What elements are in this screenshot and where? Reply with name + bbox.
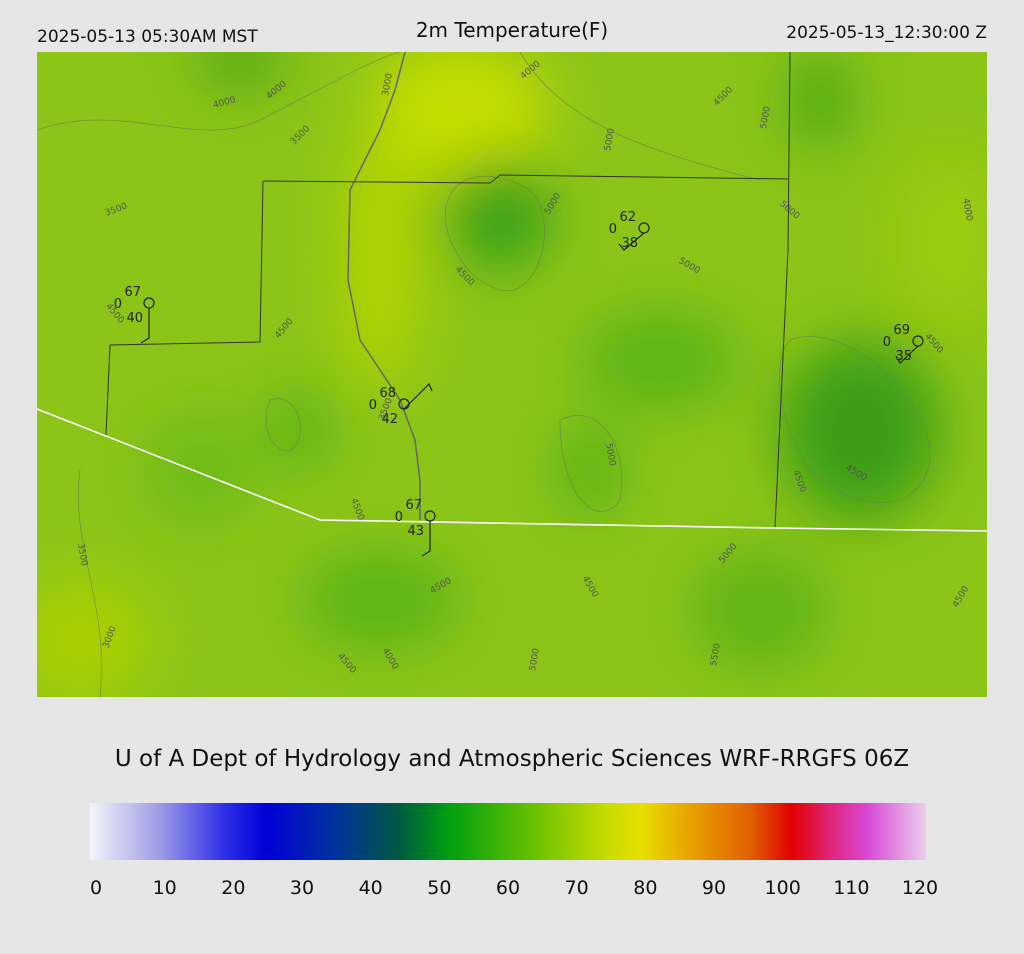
contour-label: 3500 [75, 543, 89, 568]
colorbar-ticks: 0 10 20 30 40 50 60 70 80 90 100 110 120 [90, 877, 938, 899]
colorbar-tick-label: 10 [153, 877, 177, 899]
colorbar-tick-label: 110 [833, 877, 869, 899]
state-border [37, 408, 987, 532]
station-temperature: 68 [379, 386, 396, 401]
colorbar-tick-label: 20 [221, 877, 245, 899]
contour-label: 5000 [603, 127, 617, 152]
wind-barb [140, 308, 150, 344]
station-cloud: 0 [114, 297, 122, 312]
county-lines [105, 52, 791, 529]
contour-label: 5000 [759, 105, 773, 130]
local-time: 2025-05-13 05:30AM MST [37, 27, 258, 47]
wind-barb [895, 345, 919, 364]
station-dewpoint: 40 [126, 311, 143, 326]
colorbar-tick-label: 40 [359, 877, 383, 899]
river [347, 52, 421, 520]
station-temperature: 62 [619, 210, 636, 225]
station-cloud: 0 [395, 510, 403, 525]
contour-label: 4000 [960, 198, 974, 223]
station-cloud: 0 [609, 222, 617, 237]
colorbar [90, 803, 926, 860]
station-dewpoint: 35 [895, 349, 912, 364]
temperature-field [37, 52, 987, 697]
colorbar-tick-label: 90 [702, 877, 726, 899]
contour-label: 5500 [709, 642, 723, 667]
station-temperature: 67 [124, 285, 141, 300]
colorbar-tick-label: 100 [765, 877, 801, 899]
station-dewpoint: 43 [407, 524, 424, 539]
map-title: 2m Temperature(F) [416, 18, 608, 42]
colorbar-tick-label: 120 [902, 877, 938, 899]
contour-label: 5000 [528, 647, 542, 672]
colorbar-tick-label: 60 [496, 877, 520, 899]
colorbar-tick-label: 30 [290, 877, 314, 899]
station-cloud: 0 [883, 335, 891, 350]
colorbar-tick-label: 70 [565, 877, 589, 899]
wind-barb [618, 232, 645, 251]
colorbar-tick-label: 80 [633, 877, 657, 899]
station-dewpoint: 38 [621, 236, 638, 251]
wind-barb [403, 382, 433, 410]
station-temperature: 67 [405, 498, 422, 513]
wind-barb [421, 521, 431, 557]
contour-lines [37, 52, 931, 697]
station-cloud: 0 [369, 398, 377, 413]
contour-label: 3000 [381, 72, 395, 97]
station-temperature: 69 [893, 323, 910, 338]
colorbar-tick-label: 0 [90, 877, 102, 899]
credit: U of A Dept of Hydrology and Atmospheric… [115, 746, 909, 772]
contour-label: 5000 [603, 443, 617, 468]
utc-time: 2025-05-13_12:30:00 Z [786, 23, 987, 43]
colorbar-tick-label: 50 [427, 877, 451, 899]
station-dewpoint: 42 [381, 412, 398, 427]
